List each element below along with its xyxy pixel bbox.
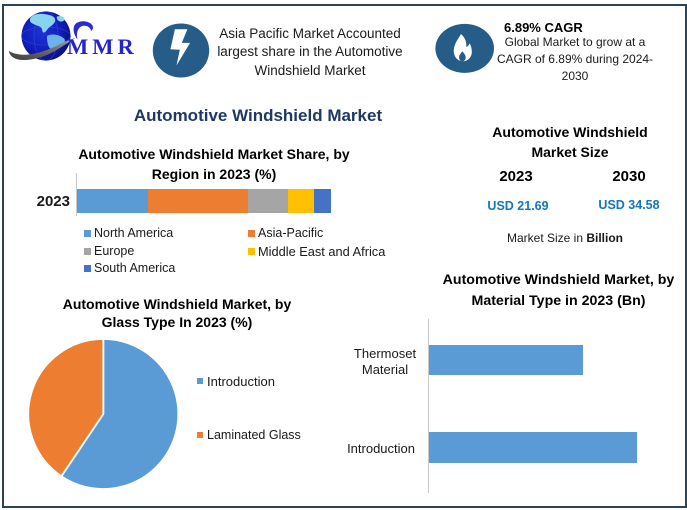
svg-text:MMR: MMR [67,34,138,59]
